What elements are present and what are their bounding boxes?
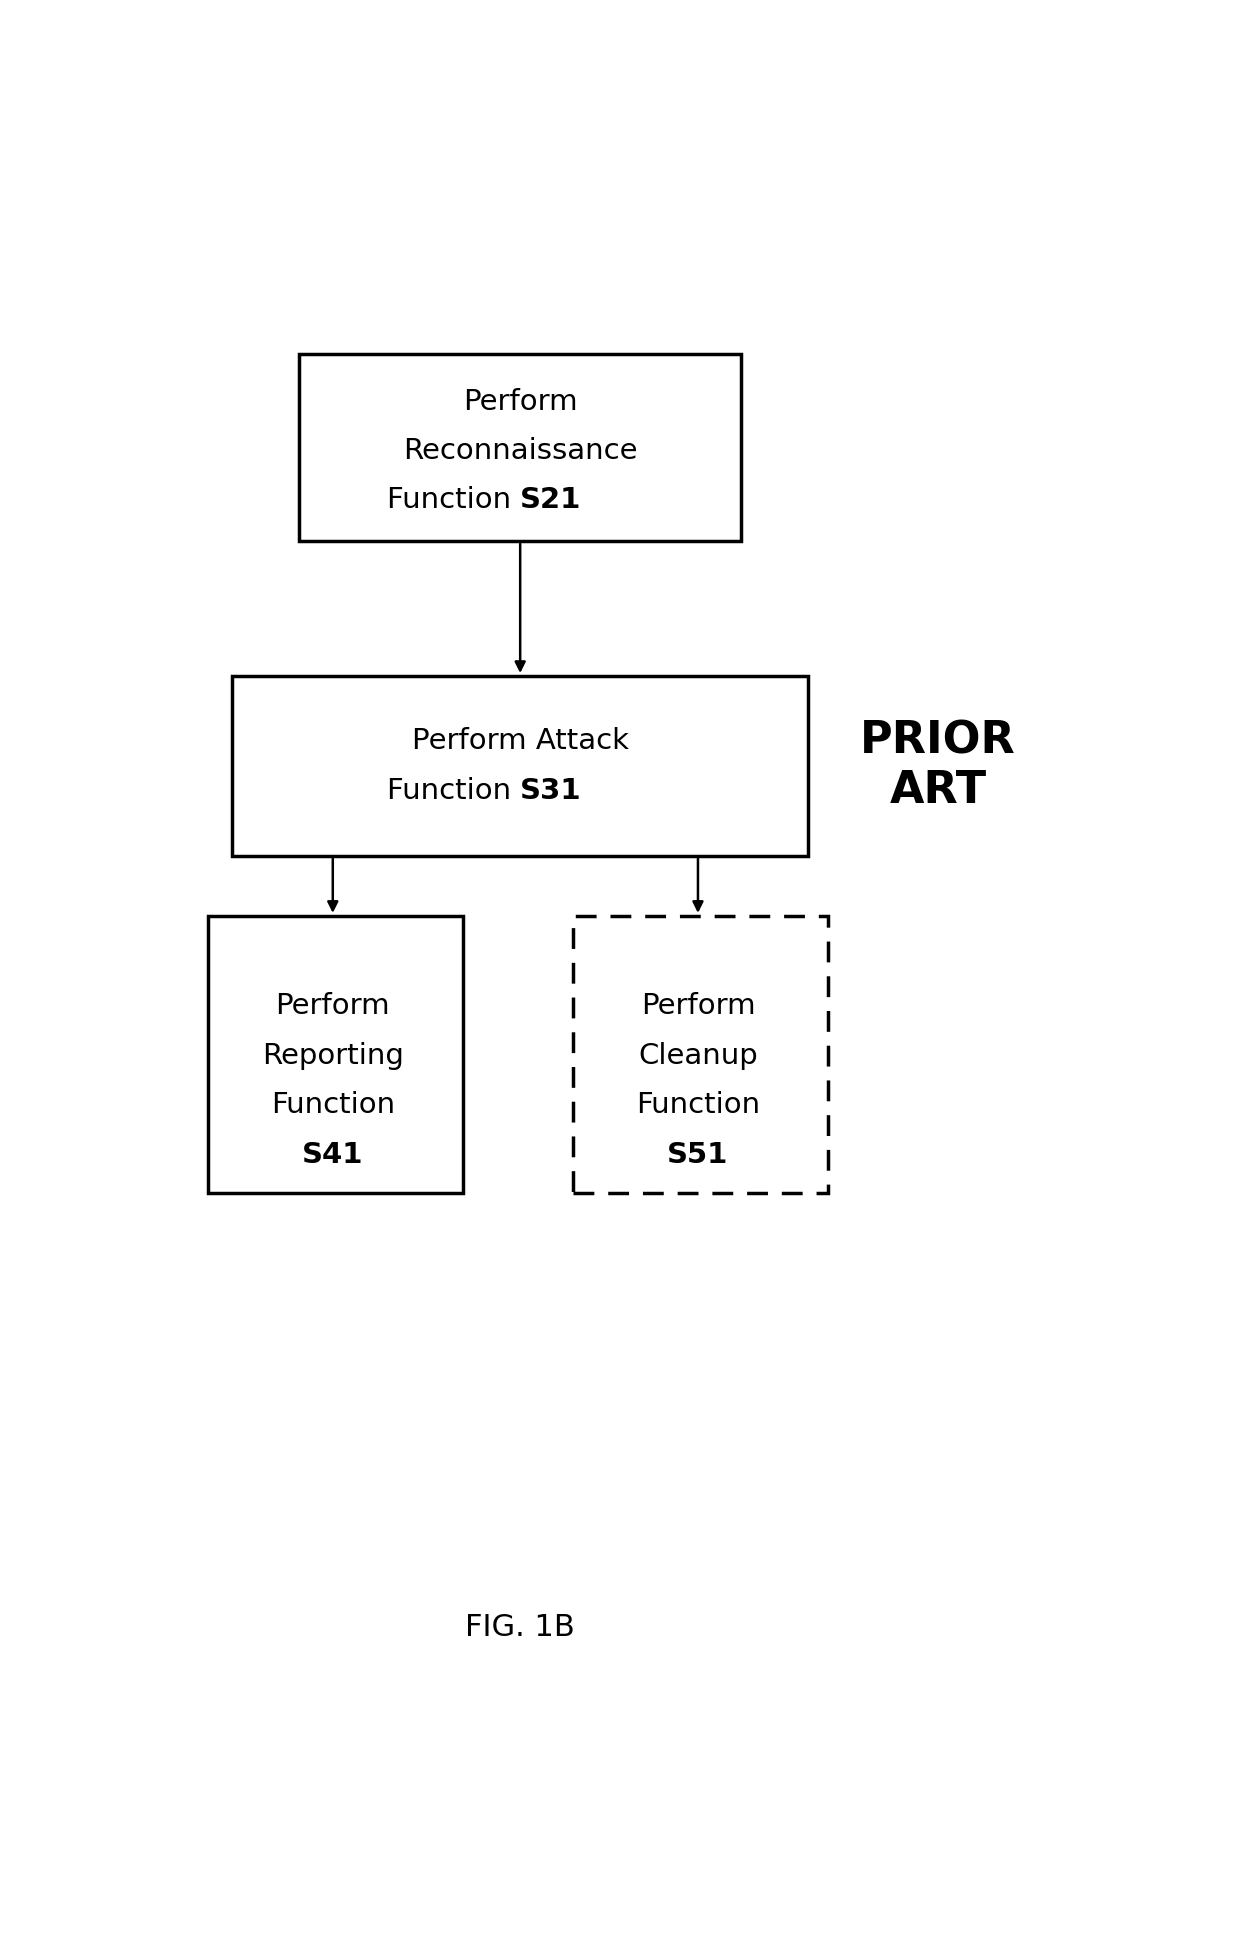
Text: Function: Function (270, 1092, 394, 1120)
Text: Perform: Perform (463, 387, 578, 415)
Text: S31: S31 (521, 777, 582, 804)
Text: S51: S51 (667, 1141, 729, 1168)
Bar (208, 915, 463, 1194)
Text: Perform: Perform (641, 993, 755, 1020)
Bar (232, 676, 808, 857)
Text: Cleanup: Cleanup (639, 1042, 758, 1071)
Text: PRIOR
ART: PRIOR ART (861, 720, 1016, 812)
Text: S41: S41 (303, 1141, 363, 1168)
Text: Function: Function (387, 777, 521, 804)
Text: Perform: Perform (275, 993, 391, 1020)
Text: Reconnaissance: Reconnaissance (403, 436, 637, 465)
Text: Reporting: Reporting (262, 1042, 404, 1071)
Bar (299, 354, 742, 541)
Text: Function: Function (387, 487, 521, 514)
Text: Function: Function (636, 1092, 760, 1120)
Bar (573, 915, 828, 1194)
Text: S21: S21 (521, 487, 582, 514)
Text: Perform Attack: Perform Attack (412, 726, 629, 755)
Text: FIG. 1B: FIG. 1B (465, 1614, 575, 1643)
